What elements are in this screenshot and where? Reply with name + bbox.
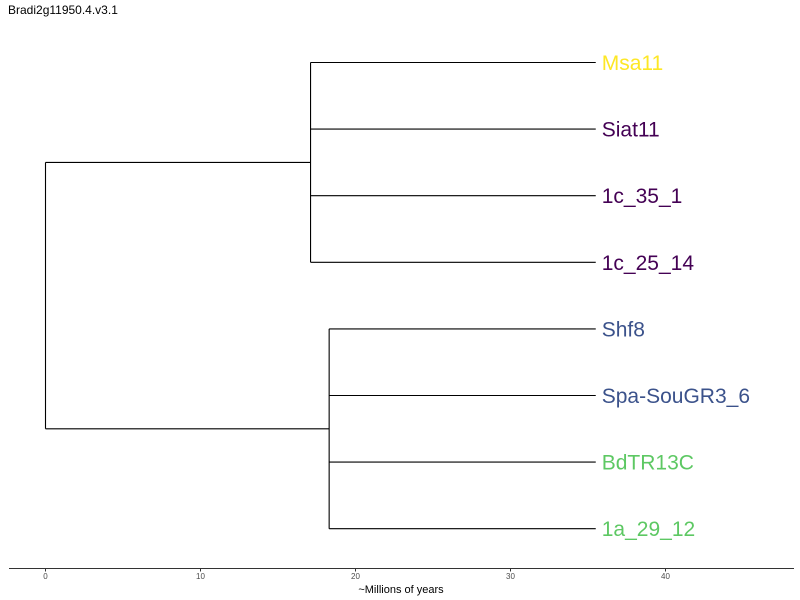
tip-label: 1a_29_12 [602, 518, 695, 541]
tree-branches [44, 61, 596, 530]
x-axis: 0 10 20 30 40 ~Millions of years [9, 568, 794, 596]
tip-label: Shf8 [602, 318, 645, 341]
tip-label: 1c_25_14 [602, 252, 695, 275]
tip-label: Siat11 [602, 119, 660, 142]
tip-labels: Msa11 Siat11 1c_35_1 1c_25_14 Shf8 Spa-SouGR3… [602, 52, 750, 541]
x-axis-tick-label: 30 [506, 572, 515, 581]
tip-label: BdTR13C [602, 452, 694, 475]
tip-label: Spa-SouGR3_6 [602, 385, 750, 408]
tip-label: 1c_35_1 [602, 185, 683, 208]
x-axis-ticks: 0 10 20 30 40 [43, 568, 670, 581]
tip-label: Msa11 [602, 52, 663, 75]
tree-title: Bradi2g11950.4.v3.1 [8, 3, 118, 17]
x-axis-tick-label: 0 [43, 572, 48, 581]
x-axis-title: ~Millions of years [358, 584, 444, 596]
x-axis-tick-label: 10 [196, 572, 205, 581]
x-axis-tick-label: 20 [351, 572, 360, 581]
x-axis-tick-label: 40 [661, 572, 670, 581]
